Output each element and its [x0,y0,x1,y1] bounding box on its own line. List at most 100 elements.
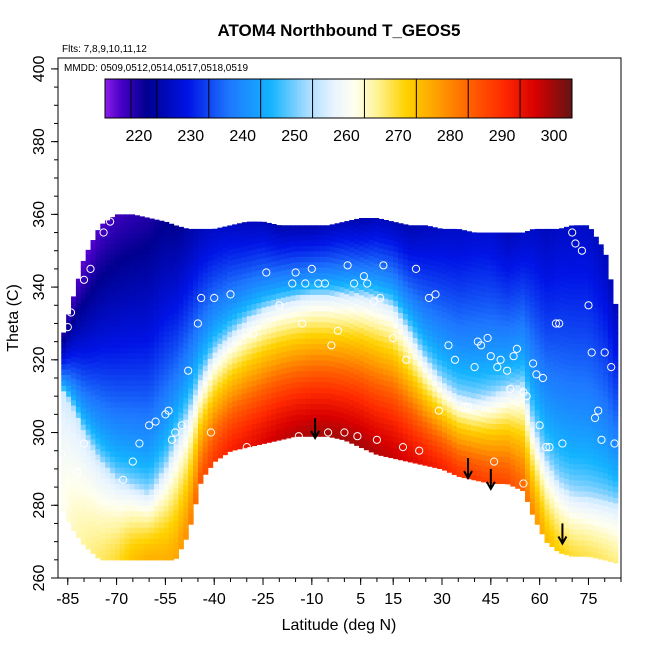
field-cell [334,340,341,347]
field-cell [534,431,541,438]
field-cell [564,450,570,457]
field-cell [95,334,101,341]
field-cell [290,431,297,438]
field-cell [329,360,336,367]
field-cell [139,259,145,266]
field-cell [393,294,399,301]
field-cell [110,418,116,425]
field-cell [315,234,321,241]
field-cell [295,381,302,388]
field-cell [437,321,443,328]
field-cell [114,314,121,321]
field-cell [544,449,550,456]
field-cell [471,310,477,317]
field-cell [466,314,472,321]
field-cell [534,436,541,443]
field-cell [363,236,370,243]
field-cell [300,288,306,295]
field-cell [339,330,345,337]
field-cell [549,388,555,395]
field-cell [222,329,228,336]
field-cell [529,279,536,286]
field-cell [456,394,463,401]
field-cell [300,338,306,345]
field-cell [80,369,87,376]
field-cell [368,244,375,251]
field-cell [124,325,131,332]
field-cell [183,462,189,469]
field-cell [227,396,233,403]
field-cell [139,456,145,463]
field-cell [339,248,345,255]
field-cell [520,452,526,459]
field-cell [319,359,326,366]
field-cell [344,402,350,409]
field-cell [129,352,136,359]
field-cell [110,358,116,365]
field-cell [285,230,292,237]
field-cell [471,321,477,328]
field-cell [300,327,306,334]
field-cell [100,456,106,463]
field-cell [95,252,101,259]
field-cell [178,417,184,424]
field-cell [168,543,175,550]
field-cell [183,342,189,349]
field-cell [525,231,531,235]
field-cell [173,465,180,472]
field-cell [334,269,341,276]
field-cell [398,361,404,368]
field-cell [495,259,502,266]
field-cell [310,354,316,361]
field-cell [442,415,448,422]
field-cell [188,453,194,460]
field-cell [564,461,570,468]
field-cell [251,369,258,376]
field-cell [168,554,175,561]
field-cell [305,294,311,301]
field-cell [363,438,370,445]
field-cell [407,249,414,256]
field-cell [149,385,155,392]
field-cell [251,243,258,250]
field-cell [339,335,345,342]
field-cell [188,284,194,291]
field-cell [525,370,531,377]
field-cell [349,274,355,281]
field-cell [266,376,272,383]
field-cell [383,227,389,234]
field-cell [393,284,399,291]
field-cell [129,227,136,234]
field-cell [100,347,106,354]
field-cell [110,461,116,468]
field-cell [266,251,272,258]
field-cell [476,278,482,285]
field-cell [119,314,126,321]
field-cell [339,373,345,380]
field-cell [280,318,287,325]
field-cell [432,303,438,310]
field-cell [100,510,106,517]
field-cell [422,416,428,423]
field-cell [119,505,126,512]
field-cell [329,366,336,373]
field-cell [432,385,438,392]
field-cell [134,325,140,332]
field-cell [476,300,482,307]
field-cell [193,247,199,254]
field-cell [505,347,511,354]
field-cell [183,337,189,344]
field-cell [471,386,477,393]
field-cell [124,439,131,446]
field-cell [173,312,180,319]
field-cell [227,385,233,392]
field-cell [95,230,101,231]
field-cell [266,436,272,443]
field-cell [422,350,428,357]
field-cell [139,488,145,495]
field-cell [495,374,502,381]
field-cell [100,330,106,337]
field-cell [100,505,106,512]
field-cell [163,238,170,245]
field-cell [461,357,468,364]
